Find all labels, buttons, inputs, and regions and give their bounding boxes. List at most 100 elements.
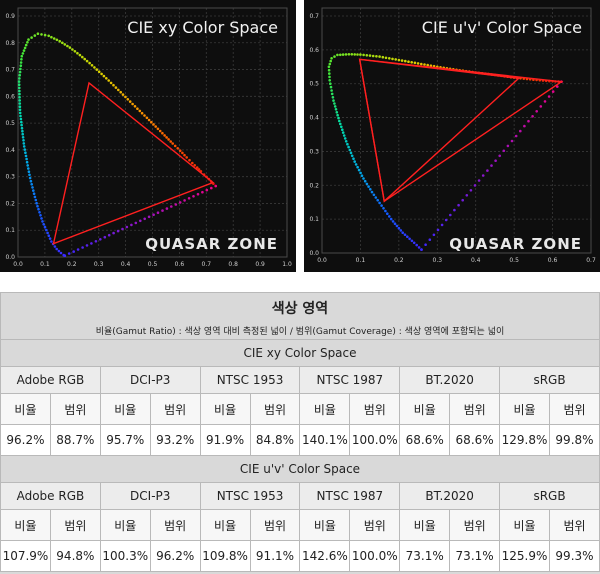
locus-point (17, 80, 21, 83)
locus-point (334, 108, 338, 111)
locus-point (81, 55, 84, 59)
purple-line-point (490, 164, 493, 167)
locus-point (341, 131, 345, 134)
locus-point (420, 62, 423, 66)
locus-point (156, 127, 160, 131)
locus-point (423, 63, 426, 66)
coverage-label: 범위 (49, 509, 101, 541)
standard-header: BT.2020 (399, 366, 501, 394)
y-tick-label: 0.5 (309, 81, 319, 88)
purple-line-point (139, 219, 142, 223)
locus-point (173, 144, 177, 148)
locus-point (337, 116, 340, 120)
locus-point (55, 38, 59, 42)
coverage-label: 범위 (149, 509, 201, 541)
locus-point (176, 147, 179, 150)
locus-point (330, 57, 333, 60)
ratio-label: 비율 (199, 393, 251, 425)
y-tick-label: 0.9 (5, 13, 15, 20)
locus-point (328, 62, 332, 66)
locus-point (336, 53, 339, 57)
value-cell: 91.9% (199, 424, 251, 456)
purple-line-point (449, 213, 452, 217)
ratio-label: 비율 (499, 393, 550, 425)
locus-point (347, 145, 350, 149)
purple-line-point (152, 213, 155, 216)
chart-title: CIE u'v' Color Space (422, 18, 582, 37)
standard-header: DCI-P3 (99, 366, 201, 394)
locus-point (352, 157, 355, 160)
purple-line-point (174, 203, 178, 206)
locus-point (348, 148, 352, 152)
locus-point (71, 48, 74, 51)
locus-point (397, 58, 401, 62)
y-tick-label: 0.1 (309, 216, 319, 223)
value-cell: 107.9% (0, 540, 51, 572)
purple-line-point (214, 184, 217, 188)
locus-point (330, 89, 333, 92)
locus-point (25, 157, 28, 161)
locus-point (344, 53, 348, 56)
locus-point (329, 82, 332, 85)
locus-point (391, 57, 394, 61)
y-tick-label: 0.1 (5, 227, 15, 234)
section-title: CIE u'v' Color Space (0, 455, 600, 483)
locus-point (404, 59, 407, 63)
x-tick-label: 0.5 (509, 257, 519, 264)
purple-line-point (506, 144, 510, 148)
purple-line-point (103, 235, 107, 239)
locus-point (354, 163, 358, 166)
purple-line-point (116, 229, 120, 233)
locus-point (21, 132, 25, 136)
locus-point (28, 176, 32, 180)
locus-point (23, 148, 27, 151)
locus-point (185, 156, 188, 159)
locus-point (90, 64, 94, 67)
purple-line-point (539, 105, 543, 108)
locus-point (362, 177, 365, 180)
value-cell: 84.8% (249, 424, 301, 456)
locus-point (22, 49, 26, 52)
locus-point (37, 207, 40, 211)
locus-point (83, 57, 86, 61)
locus-point (41, 220, 44, 223)
locus-point (178, 149, 182, 152)
purple-line-point (457, 203, 460, 207)
value-cell: 73.1% (449, 540, 501, 572)
locus-point (128, 100, 132, 103)
locus-point (19, 64, 23, 67)
y-tick-label: 0.4 (309, 115, 319, 122)
purple-line-point (63, 254, 67, 257)
purple-line-point (440, 223, 444, 227)
locus-point (93, 66, 96, 69)
locus-point (378, 201, 381, 205)
standard-header: NTSC 1987 (299, 366, 401, 394)
locus-point (381, 55, 385, 59)
locus-point (152, 123, 155, 126)
x-tick-label: 0.7 (202, 261, 212, 268)
purple-line-point (112, 231, 115, 235)
locus-point (347, 53, 351, 56)
locus-point (105, 77, 108, 80)
coverage-label: 범위 (149, 393, 201, 425)
locus-point (368, 54, 372, 57)
measured-gamut-triangle (52, 81, 215, 245)
coverage-label: 범위 (449, 393, 501, 425)
locus-point (143, 114, 146, 117)
purple-line-point (477, 179, 481, 182)
locus-point (336, 113, 339, 117)
locus-point (40, 217, 43, 220)
locus-point (335, 111, 339, 114)
locus-point (18, 89, 21, 93)
purple-line-point (67, 252, 71, 255)
locus-point (112, 83, 115, 87)
locus-point (29, 179, 33, 183)
locus-point (20, 126, 24, 130)
section-title: CIE xy Color Space (0, 339, 600, 367)
purple-line-point (107, 233, 111, 237)
locus-point (191, 161, 194, 165)
locus-point (22, 139, 25, 142)
purple-line-point (147, 215, 151, 219)
value-cell: 129.8% (499, 424, 550, 456)
purple-line-point (205, 188, 209, 192)
